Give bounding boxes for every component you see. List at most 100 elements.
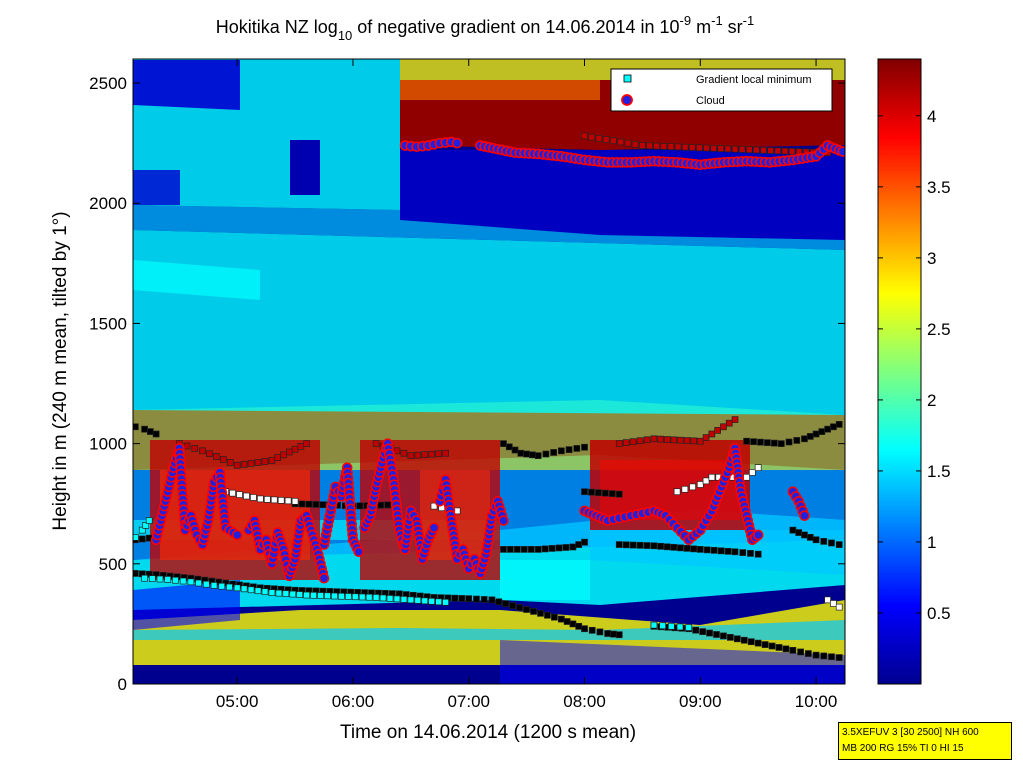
gradient-minimum-marker (581, 538, 588, 546)
gradient-minimum-marker (317, 592, 324, 599)
y-tick-label: 1000 (89, 435, 127, 454)
gradient-minimum-marker (558, 447, 565, 455)
colorbar-tick-label: 1 (927, 533, 936, 552)
gradient-minimum-marker (639, 142, 646, 149)
gradient-minimum-marker (386, 595, 394, 602)
gradient-minimum-marker (393, 447, 401, 455)
heatmap-area (133, 59, 845, 684)
gradient-minimum-marker (351, 593, 359, 601)
gradient-minimum-marker (731, 548, 739, 556)
gradient-minimum-marker (720, 632, 727, 640)
gradient-minimum-marker (703, 546, 711, 554)
legend-box (610, 68, 833, 112)
gradient-minimum-marker (659, 622, 667, 630)
info-line-1: 3.5XEFUV 3 [30 2500] NH 600 (842, 727, 979, 738)
cloud-marker (318, 572, 330, 584)
gradient-minimum-marker (565, 446, 573, 453)
gradient-minimum-marker (384, 501, 392, 509)
gradient-minimum-marker (738, 146, 746, 153)
gradient-minimum-marker (534, 546, 542, 553)
x-axis: 05:00 06:00 07:00 08:00 09:00 10:00 (216, 59, 837, 711)
gradient-minimum-marker (451, 594, 459, 602)
x-tick-label: 05:00 (216, 692, 259, 711)
gradient-minimum-marker (683, 437, 691, 444)
gradient-minimum-marker (610, 137, 617, 145)
gradient-minimum-marker (428, 597, 436, 605)
gradient-minimum-marker (788, 148, 796, 155)
gradient-minimum-marker (824, 425, 831, 433)
gradient-minimum-marker (236, 491, 243, 498)
gradient-minimum-marker (305, 500, 313, 508)
gradient-minimum-marker (229, 489, 236, 497)
parameter-info-box: 3.5XEFUV 3 [30 2500] NH 600 MB 200 RG 15… (838, 722, 1012, 760)
gradient-minimum-marker (724, 547, 732, 555)
gradient-minimum-marker (828, 653, 835, 661)
gradient-minimum-marker (812, 430, 820, 438)
gradient-minimum-marker (379, 594, 387, 602)
gradient-minimum-marker (588, 488, 595, 496)
gradient-minimum-marker (631, 140, 639, 148)
gradient-minimum-marker (653, 142, 660, 150)
x-tick-label: 06:00 (332, 692, 375, 711)
gradient-minimum-marker (608, 490, 616, 497)
gradient-minimum-marker (551, 613, 558, 621)
gradient-minimum-marker (148, 575, 156, 582)
gradient-minimum-marker (615, 490, 623, 498)
gradient-minimum-marker (681, 143, 689, 151)
gradient-minimum-marker (297, 443, 305, 450)
gradient-minimum-marker (610, 630, 617, 638)
gradient-minimum-marker (274, 454, 282, 461)
gradient-minimum-marker (646, 142, 653, 150)
gradient-minimum-marker (141, 425, 148, 433)
gradient-minimum-marker (710, 546, 718, 554)
gradient-minimum-marker (365, 593, 373, 601)
gradient-minimum-marker (442, 449, 449, 457)
gradient-minimum-marker (835, 603, 843, 611)
gradient-minimum-marker (685, 624, 693, 631)
y-tick-label: 500 (99, 555, 127, 574)
gradient-minimum-marker (835, 541, 843, 548)
gradient-minimum-marker (771, 439, 778, 447)
gradient-minimum-marker (233, 461, 241, 469)
gradient-minimum-marker (713, 631, 720, 638)
gradient-minimum-marker (673, 488, 681, 496)
gradient-minimum-marker (172, 576, 179, 584)
gradient-minimum-marker (689, 483, 696, 491)
gradient-minimum-marker (569, 543, 577, 551)
gradient-minimum-marker (774, 147, 782, 155)
gradient-minimum-marker (581, 625, 588, 633)
gradient-minimum-marker (542, 450, 550, 458)
gradient-minimum-marker (690, 545, 698, 553)
gradient-minimum-marker (164, 576, 172, 583)
gradient-minimum-marker (277, 496, 285, 504)
gradient-minimum-marker (310, 591, 317, 599)
gradient-minimum-marker (835, 654, 843, 661)
gradient-minimum-marker (793, 437, 801, 444)
gradient-minimum-marker (781, 147, 789, 155)
gradient-minimum-marker (500, 440, 507, 447)
gradient-minimum-marker (824, 596, 831, 604)
gradient-minimum-marker (563, 618, 571, 625)
gradient-minimum-marker (291, 445, 299, 453)
gradient-minimum-marker (226, 583, 233, 591)
gradient-minimum-marker (142, 521, 150, 529)
gradient-minimum-marker (650, 542, 658, 550)
gradient-minimum-marker (400, 596, 408, 603)
gradient-minimum-marker (696, 437, 704, 445)
gradient-minimum-marker (681, 485, 689, 493)
colorbar-axis: 0.5 1 1.5 2 2.5 3 3.5 4 (878, 107, 951, 623)
gradient-minimum-marker (595, 134, 603, 142)
gradient-minimum-marker (602, 136, 610, 143)
gradient-minimum-marker (261, 588, 269, 596)
gradient-minimum-marker (688, 144, 696, 151)
gradient-minimum-marker (407, 596, 415, 604)
gradient-minimum-marker (421, 451, 429, 459)
cloud-marker (498, 515, 509, 526)
gradient-minimum-marker (706, 629, 713, 637)
gradient-minimum-marker (152, 571, 160, 578)
gradient-minimum-marker (657, 542, 664, 550)
gradient-minimum-marker (692, 626, 700, 634)
gradient-minimum-marker (289, 590, 297, 598)
gradient-minimum-marker (749, 469, 756, 476)
gradient-minimum-marker (615, 541, 623, 548)
